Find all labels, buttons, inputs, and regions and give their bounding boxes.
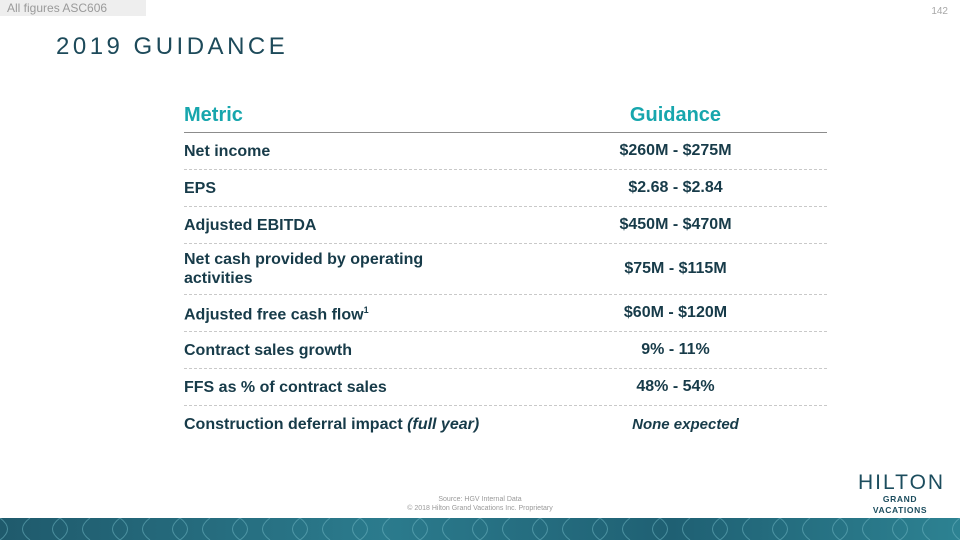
page-title: 2019 GUIDANCE [56,33,289,60]
metric-cell: EPS [184,179,217,197]
table-row: Net cash provided by operating activitie… [184,244,827,295]
figures-badge: All figures ASC606 [0,0,146,16]
column-header-guidance: Guidance [629,103,722,126]
metric-text: Adjusted free cash flow [184,306,364,324]
footnote-marker: 1 [363,305,369,316]
guidance-table: Metric Guidance Net income $260M - $275M… [184,98,827,442]
column-header-metric: Metric [184,103,243,126]
metric-cell: Construction deferral impact (full year) [184,415,544,434]
logo-subtitle: GRAND VACATIONS [872,494,928,515]
guidance-cell: 48% - 54% [636,378,715,395]
guidance-cell: $60M - $120M [623,304,728,321]
wave-pattern-icon [0,518,960,540]
metric-cell: Net income [184,142,271,160]
footer: Source: HGV Internal Data © 2018 Hilton … [0,495,960,513]
table-header: Metric Guidance [184,98,827,133]
table-row: Adjusted free cash flow1 $60M - $120M [184,295,827,332]
copyright-note: © 2018 Hilton Grand Vacations Inc. Propr… [407,505,553,512]
metric-text: Construction deferral impact [184,415,403,433]
table-row: Construction deferral impact (full year)… [184,406,827,442]
table-row: Adjusted EBITDA $450M - $470M [184,207,827,244]
table-row: Net income $260M - $275M [184,133,827,170]
guidance-cell: $450M - $470M [619,216,732,233]
metric-cell: Contract sales growth [184,341,353,359]
hilton-grand-vacations-logo: HILTON GRAND VACATIONS [858,471,946,516]
guidance-cell: $260M - $275M [619,142,732,159]
table-row: FFS as % of contract sales 48% - 54% [184,369,827,406]
page-number: 142 [931,6,948,17]
guidance-cell: None expected [632,415,739,433]
decorative-band [0,518,960,540]
metric-qualifier: (full year) [407,415,480,433]
guidance-cell: 9% - 11% [641,341,710,358]
table-row: EPS $2.68 - $2.84 [184,170,827,207]
metric-cell: Net cash provided by operating activitie… [184,251,424,287]
metric-cell: Adjusted free cash flow1 [184,301,484,324]
guidance-cell: $75M - $115M [624,260,727,277]
source-note: Source: HGV Internal Data [438,496,522,503]
metric-cell: FFS as % of contract sales [184,378,387,396]
logo-wordmark: HILTON [858,471,946,494]
metric-cell: Adjusted EBITDA [184,216,317,234]
guidance-cell: $2.68 - $2.84 [628,179,723,196]
table-row: Contract sales growth 9% - 11% [184,332,827,369]
